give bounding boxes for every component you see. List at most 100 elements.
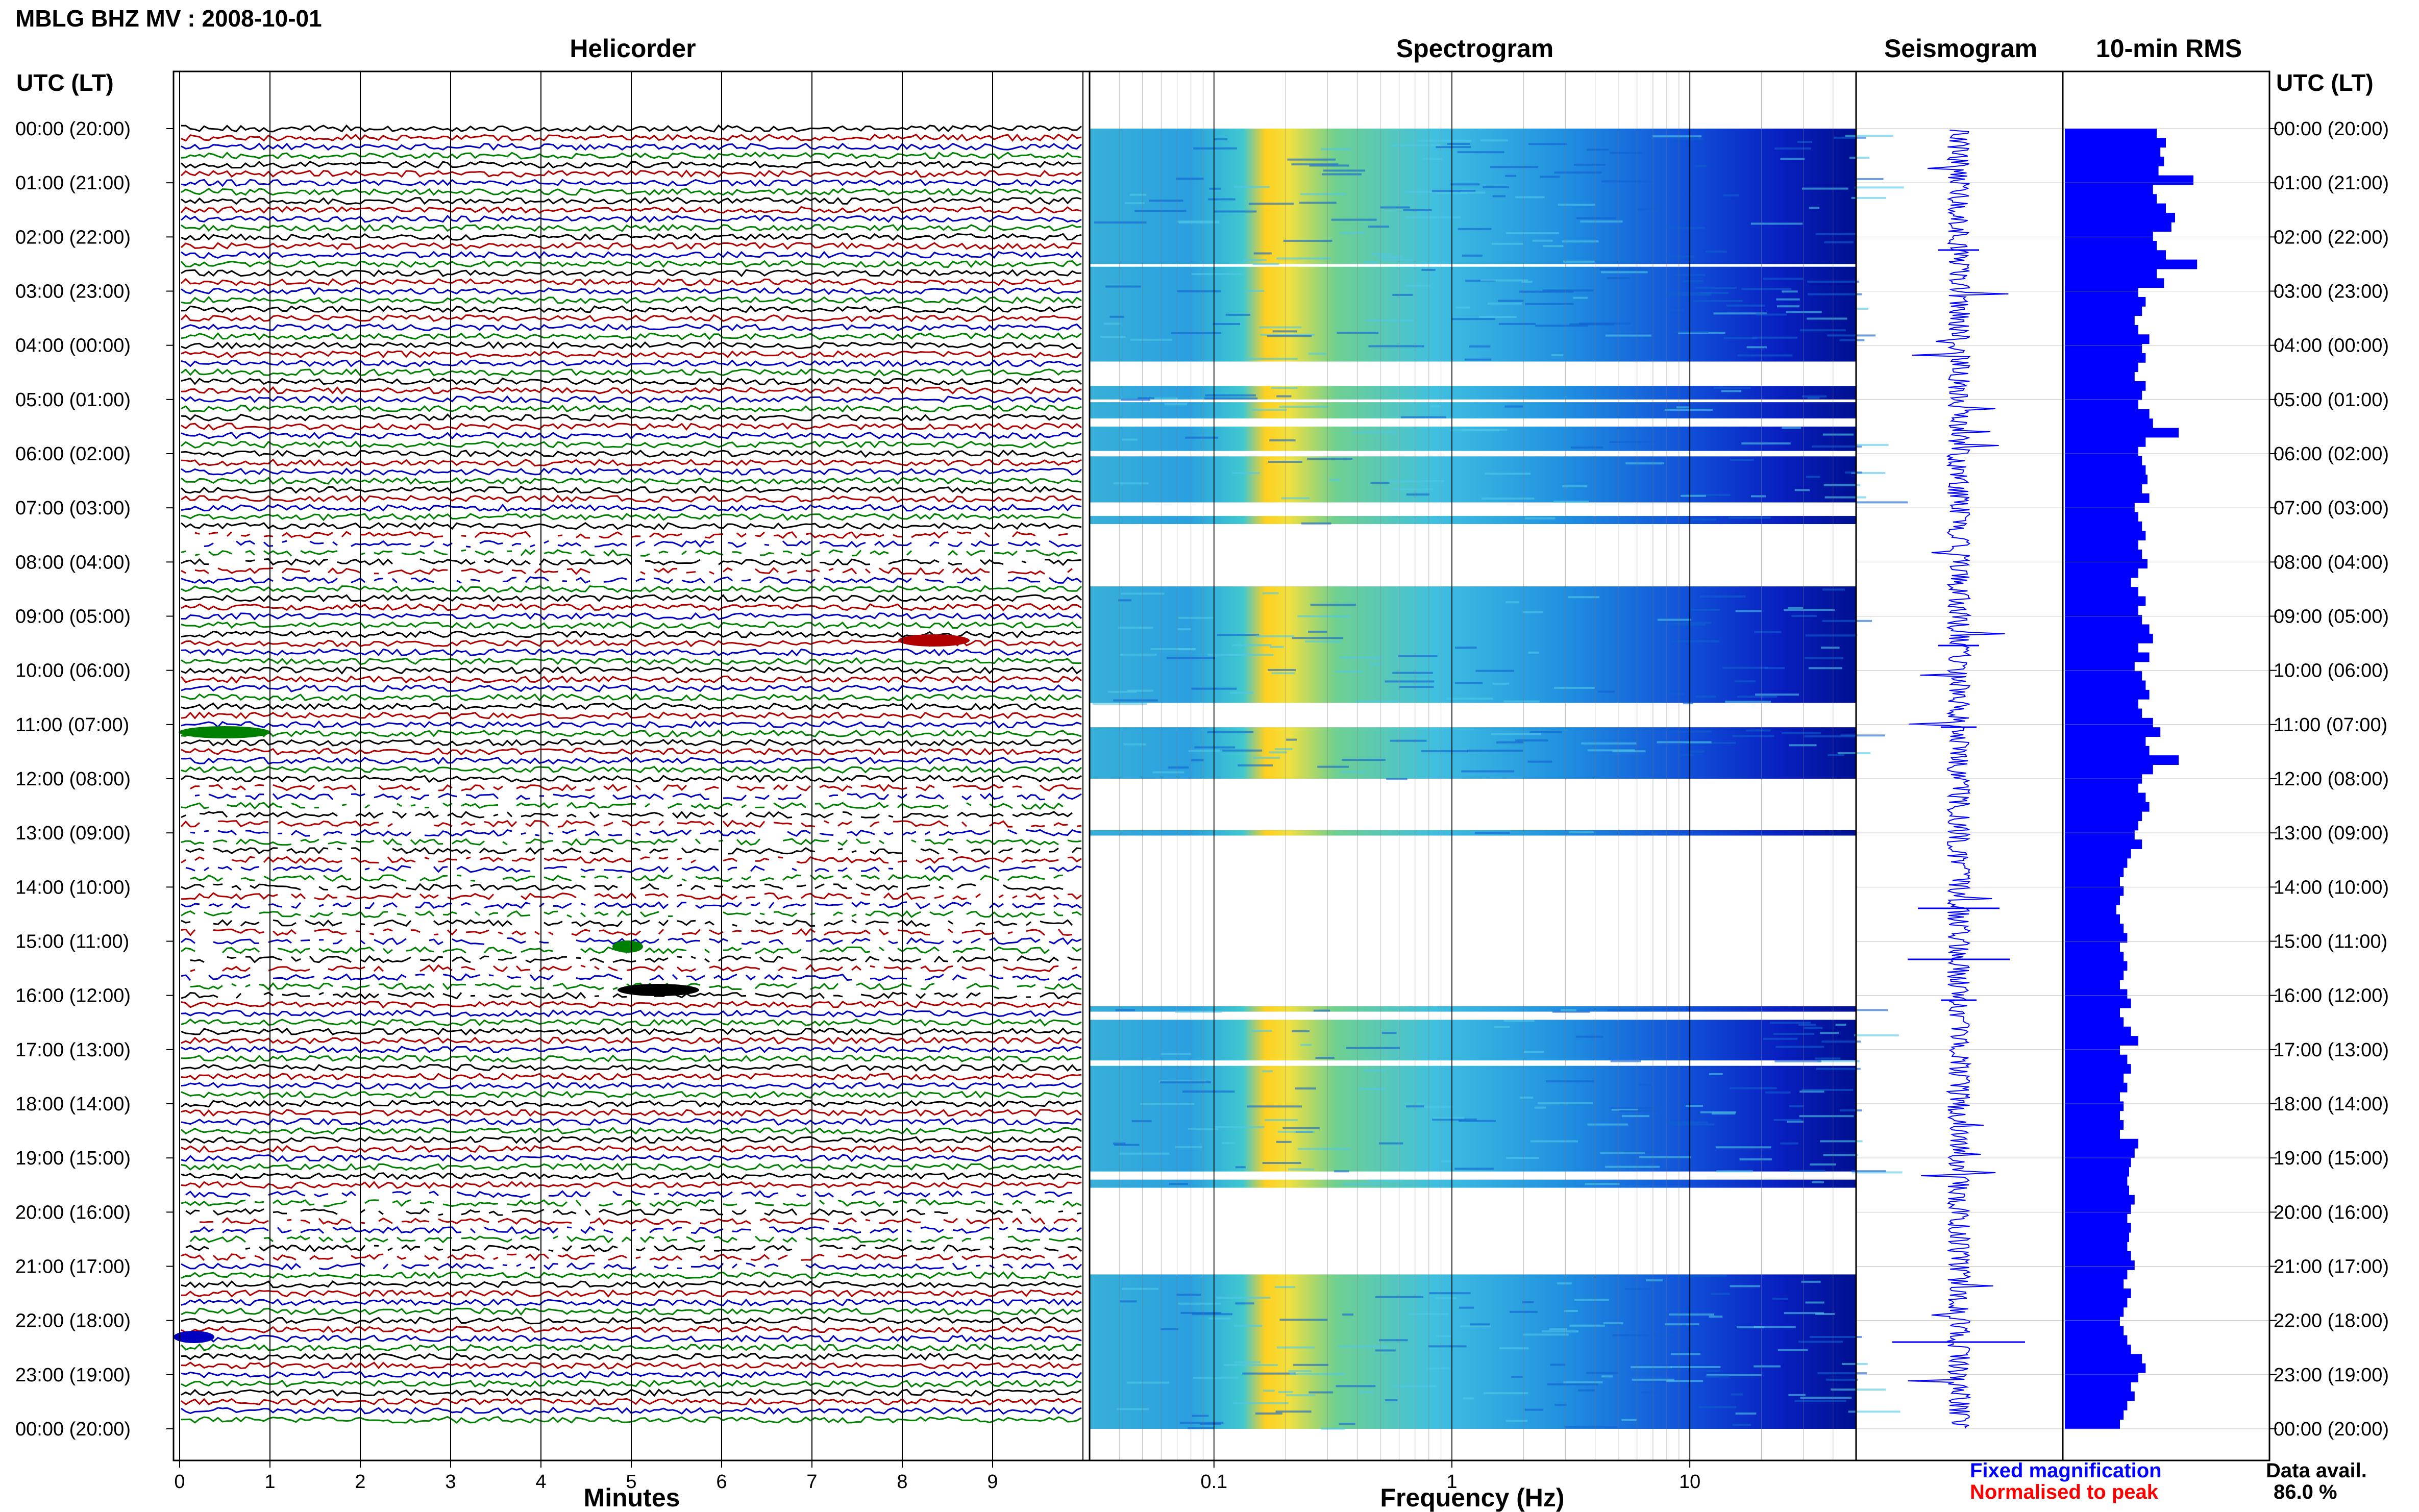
spectrogram-texture xyxy=(1815,1313,1835,1316)
spectrogram-texture xyxy=(1213,323,1240,325)
spectrogram-texture xyxy=(1854,1034,1899,1036)
spectrogram-texture xyxy=(1429,1292,1471,1295)
spectrogram-texture xyxy=(1649,774,1668,776)
minute-tick-label: 3 xyxy=(445,1471,456,1493)
spectrogram-texture xyxy=(1484,1392,1528,1395)
spectrogram-texture xyxy=(1605,1166,1660,1168)
helicorder-event xyxy=(898,634,970,647)
spectrogram-texture xyxy=(1716,1170,1753,1173)
spectrogram-texture xyxy=(1821,1040,1861,1043)
spectrogram-band xyxy=(1090,516,1856,525)
helicorder-trace xyxy=(190,1226,1082,1234)
spectrogram-texture xyxy=(1118,626,1153,629)
spectrogram-texture xyxy=(1217,634,1260,636)
spectrogram-texture xyxy=(1309,164,1349,167)
rms-bar xyxy=(2065,952,2124,961)
spectrogram-texture xyxy=(1100,335,1126,338)
spectrogram-texture xyxy=(1737,354,1793,357)
spectrogram-texture xyxy=(1551,354,1564,357)
spectrogram-texture xyxy=(1576,217,1616,219)
spectrogram-texture xyxy=(1585,1183,1620,1185)
spectrogram-texture xyxy=(1301,522,1331,525)
rms-bar xyxy=(2065,1110,2120,1121)
rms-bar xyxy=(2065,643,2138,653)
rms-bar xyxy=(2065,942,2120,952)
spectrogram-texture xyxy=(1624,1288,1650,1291)
rms-bar xyxy=(2065,268,2157,279)
rms-bar xyxy=(2065,156,2164,166)
spectrogram-texture xyxy=(1522,1301,1534,1303)
spectrogram-texture xyxy=(1692,518,1717,521)
spectrogram-texture xyxy=(1804,1027,1823,1029)
spectrogram-texture xyxy=(1852,1171,1903,1174)
helicorder-trace xyxy=(190,784,1082,792)
minute-tick-label: 4 xyxy=(535,1471,546,1493)
spectrogram-texture xyxy=(1385,680,1435,683)
spectrogram-texture xyxy=(1177,628,1192,631)
minute-tick-label: 5 xyxy=(626,1471,636,1493)
spectrogram-texture xyxy=(1105,285,1141,288)
rms-bar xyxy=(2065,717,2153,728)
spectrogram-texture xyxy=(1587,1123,1628,1126)
spectrogram-texture xyxy=(1229,691,1254,694)
helicorder-trace xyxy=(181,937,1082,946)
helicorder-trace xyxy=(181,1262,1082,1271)
time-label-right: 20:00 (16:00) xyxy=(2274,1202,2389,1223)
rms-bar xyxy=(2065,531,2146,541)
spectrogram-texture xyxy=(1511,1376,1523,1378)
rms-bar xyxy=(2065,755,2179,765)
spectrogram-texture xyxy=(1686,1105,1704,1107)
spectrogram-texture xyxy=(1491,733,1542,735)
rms-bar xyxy=(2065,905,2116,915)
spectrogram-texture xyxy=(1808,293,1862,295)
rms-bar xyxy=(2065,353,2146,363)
spectrogram-texture xyxy=(1601,271,1648,274)
spectrogram-texture xyxy=(1515,196,1545,199)
spectrogram-texture xyxy=(1292,637,1344,639)
spectrogram-texture xyxy=(1182,1090,1235,1093)
spectrogram-texture xyxy=(1822,619,1872,622)
spectrogram-texture xyxy=(1820,1032,1839,1034)
spectrogram-texture xyxy=(1109,315,1124,318)
spectrogram-texture xyxy=(1661,692,1685,695)
spectrogram-texture xyxy=(1427,1367,1450,1370)
spectrogram-texture xyxy=(1721,390,1742,392)
figure-title: MBLG BHZ MV : 2008-10-01 xyxy=(15,5,322,32)
spectrogram-texture xyxy=(1802,395,1827,398)
rms-bar xyxy=(2065,1270,2128,1280)
spectrogram-texture xyxy=(1454,647,1477,649)
spectrogram-texture xyxy=(1855,178,1884,180)
spectrogram-texture xyxy=(1655,624,1706,626)
spectrogram-texture xyxy=(1249,203,1294,205)
spectrogram-texture xyxy=(1780,158,1805,160)
time-label-left: 06:00 (02:00) xyxy=(15,443,131,465)
rms-bar xyxy=(2065,184,2153,194)
spectrogram-texture xyxy=(1652,135,1702,138)
spectrogram-texture xyxy=(1855,501,1908,504)
spectrogram-texture xyxy=(1784,609,1835,611)
spectrogram-texture xyxy=(1524,517,1556,519)
spectrogram-texture xyxy=(1564,1426,1618,1429)
spectrogram-texture xyxy=(1463,1397,1474,1400)
spectrogram-texture xyxy=(1691,608,1720,611)
spectrogram-texture xyxy=(1519,290,1574,293)
spectrogram-texture xyxy=(1492,682,1510,685)
helicorder-trace xyxy=(186,1191,1081,1197)
spectrogram-texture xyxy=(1129,193,1147,196)
spectrogram-texture xyxy=(1462,254,1483,257)
time-label-right: 11:00 (07:00) xyxy=(2274,714,2387,736)
spectrogram-texture xyxy=(1674,331,1709,333)
spectrogram-texture xyxy=(1840,1109,1862,1112)
spectrogram-texture xyxy=(1381,1032,1397,1034)
spectrogram-texture xyxy=(1220,749,1263,752)
spectrogram-texture xyxy=(1433,1117,1465,1119)
rms-bar xyxy=(2065,1373,2138,1382)
spectrogram-texture xyxy=(1503,1020,1535,1022)
spectrogram-texture xyxy=(1300,1044,1312,1046)
helicorder-trace xyxy=(189,1235,1082,1244)
time-label-right: 04:00 (00:00) xyxy=(2274,335,2389,357)
rms-bar xyxy=(2065,1036,2138,1046)
spectrogram-texture xyxy=(1573,163,1606,166)
spectrogram-texture xyxy=(1436,146,1471,148)
rms-bar xyxy=(2065,1298,2128,1308)
